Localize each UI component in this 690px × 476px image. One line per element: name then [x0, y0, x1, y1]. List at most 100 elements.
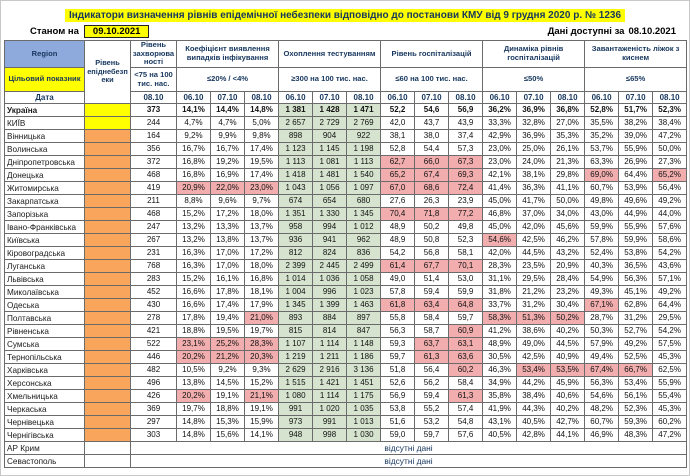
beds-value-cell: 54,9% — [584, 272, 620, 287]
dyn-value-cell: 53,4% — [516, 363, 552, 378]
table-row: Івано-Франківська 247 13,2% 13,3% 13,7% 958 99… — [4, 220, 688, 235]
tests-value-cell: 680 — [346, 194, 382, 209]
hosp-value-cell: 67,0 — [380, 181, 416, 196]
coef-value-cell: 23,0% — [243, 181, 280, 196]
beds-value-cell: 38,4% — [652, 116, 688, 131]
hosp-value-cell: 54,4 — [414, 142, 450, 157]
coef-value-cell: 13,2% — [176, 220, 211, 235]
hosp-value-cell: 23,9 — [448, 194, 484, 209]
hosp-value-cell: 63,7 — [414, 337, 450, 352]
tests-value-cell: 1 540 — [346, 168, 382, 183]
dyn-value-cell: 42,5% — [516, 350, 552, 365]
coef-value-cell: 20,2% — [176, 389, 211, 404]
table-row: Херсонська 496 13,8% 14,5% 15,2% 1 515 1 421 1 … — [4, 376, 688, 391]
tests-value-cell: 904 — [312, 129, 348, 144]
coef-value-cell: 19,1% — [243, 402, 280, 417]
dyn-value-cell: 21,3% — [550, 155, 586, 170]
epidemic-level-cell — [84, 285, 131, 300]
coef-value-cell: 14,8% — [176, 428, 211, 443]
dyn-value-cell: 31,2% — [516, 298, 552, 313]
coef-value-cell: 16,9% — [210, 168, 245, 183]
beds-value-cell: 58,6% — [652, 233, 688, 248]
dyn-value-cell: 42,7% — [550, 415, 586, 430]
beds-value-cell: 39,0% — [618, 129, 654, 144]
incidence-value-cell: 283 — [130, 272, 177, 287]
coef-value-cell: 14,8% — [176, 415, 211, 430]
dyn-value-cell: 40,6% — [550, 389, 586, 404]
dyn-value-cell: 42,0% — [482, 246, 518, 261]
tests-value-cell: 814 — [312, 324, 348, 339]
beds-value-cell: 43,0% — [584, 207, 620, 222]
coef-value-cell: 17,8% — [176, 311, 211, 326]
coef-value-cell: 20,9% — [176, 181, 211, 196]
region-cell: Вінницька — [4, 129, 85, 144]
tests-value-cell: 812 — [278, 246, 314, 261]
beds-value-cell: 59,9% — [618, 233, 654, 248]
epidemic-level-cell — [84, 311, 131, 326]
table-row: Сумська 522 23,1% 25,2% 28,3% 1 107 1 114 1 148… — [4, 337, 688, 352]
incidence-value-cell: 421 — [130, 324, 177, 339]
table-body: Україна 373 14,1% 14,4% 14,8% 1 381 1 428 1 471… — [4, 103, 688, 469]
group-header-hospitalization-level: Рівень госпіталізацій — [380, 39, 484, 69]
hosp-value-cell: 55,8 — [380, 311, 416, 326]
incidence-value-cell: 372 — [130, 155, 177, 170]
coef-value-cell: 19,7% — [176, 402, 211, 417]
hosp-value-cell: 26,3 — [414, 194, 450, 209]
target-hospitalization-level: ≤60 на 100 тис. нас. — [380, 67, 484, 93]
dyn-value-cell: 34,0% — [550, 207, 586, 222]
tests-value-cell: 2 629 — [278, 363, 314, 378]
target-detection-coefficient: ≤20% / <4% — [175, 67, 280, 93]
beds-value-cell: 45,3% — [652, 402, 688, 417]
region-cell: Миколаївська — [4, 285, 85, 300]
beds-value-cell: 35,5% — [584, 116, 620, 131]
hosp-value-cell: 59,7 — [448, 311, 484, 326]
incidence-value-cell: 297 — [130, 415, 177, 430]
hosp-value-cell: 49,0 — [380, 272, 416, 287]
hosp-value-cell: 59,4 — [414, 389, 450, 404]
table-row: Львівська 283 15,2% 16,1% 16,8% 1 014 1 036 1 0… — [4, 272, 688, 287]
dyn-value-cell: 44,5% — [550, 337, 586, 352]
hosp-value-cell: 57,4 — [448, 402, 484, 417]
epidemic-level-cell — [84, 220, 131, 235]
hosp-value-cell: 59,4 — [414, 285, 450, 300]
hosp-value-cell: 52,6 — [380, 376, 416, 391]
beds-value-cell: 56,3% — [618, 272, 654, 287]
hosp-value-cell: 59,3 — [380, 337, 416, 352]
date-header-cell: 07.10 — [312, 91, 348, 105]
dyn-value-cell: 24,0% — [516, 155, 552, 170]
tests-value-cell: 996 — [312, 285, 348, 300]
beds-value-cell: 35,2% — [584, 129, 620, 144]
beds-value-cell: 60,2% — [652, 415, 688, 430]
tests-value-cell: 1 113 — [346, 155, 382, 170]
coef-value-cell: 19,7% — [243, 324, 280, 339]
tests-value-cell: 1 481 — [312, 168, 348, 183]
tests-value-cell: 2 445 — [312, 259, 348, 274]
coef-value-cell: 17,4% — [243, 168, 280, 183]
tests-value-cell: 1 463 — [346, 298, 382, 313]
dyn-value-cell: 31,1% — [482, 272, 518, 287]
epidemic-level-cell — [84, 376, 131, 391]
date-header-cell: 06.10 — [176, 91, 211, 105]
beds-value-cell: 57,9% — [584, 337, 620, 352]
hosp-value-cell: 56,9 — [448, 103, 484, 118]
date-header-cell: 06.10 — [380, 91, 416, 105]
dyn-value-cell: 27,0% — [550, 116, 586, 131]
beds-value-cell: 57,1% — [652, 272, 688, 287]
hosp-value-cell: 51,4 — [414, 272, 450, 287]
dyn-value-cell: 38,4% — [516, 389, 552, 404]
tests-value-cell: 936 — [278, 233, 314, 248]
dyn-value-cell: 29,5% — [516, 272, 552, 287]
tests-value-cell: 2 916 — [312, 363, 348, 378]
tests-value-cell: 1 381 — [278, 103, 314, 118]
region-cell: Сумська — [4, 337, 85, 352]
epidemic-level-cell — [84, 402, 131, 417]
coef-value-cell: 13,8% — [176, 376, 211, 391]
date-header-cell: 08.10 — [346, 91, 382, 105]
hosp-value-cell: 60,9 — [448, 324, 484, 339]
hosp-value-cell: 48,9 — [380, 233, 416, 248]
hosp-value-cell: 72,4 — [448, 181, 484, 196]
tests-value-cell: 1 023 — [346, 285, 382, 300]
dyn-value-cell: 40,2% — [550, 324, 586, 339]
hosp-value-cell: 59,9 — [448, 285, 484, 300]
beds-value-cell: 64,4% — [618, 168, 654, 183]
